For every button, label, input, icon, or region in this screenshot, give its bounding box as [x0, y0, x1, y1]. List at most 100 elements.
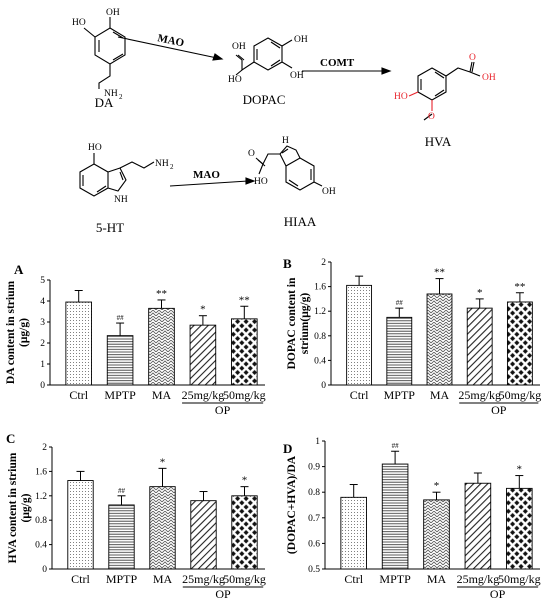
- y-axis-label-line: DA content in strium: [5, 280, 17, 384]
- x-tick-label: MA: [152, 388, 172, 402]
- svg-text:HO: HO: [88, 143, 102, 153]
- panel-c: C 0 0.4 0.8 1.2 1.6 2 HVA content in strium(μg/…: [0, 427, 275, 607]
- bar: [423, 499, 450, 570]
- chart-d: D 0.5 0.6 0.7 0.8 0.9 1 (DOPAC+HVA)/DA Ctrl ## MPT…: [283, 437, 541, 601]
- bar: [231, 318, 258, 386]
- y-tick-label: 0.4: [314, 356, 326, 366]
- y-tick-label: 0.5: [308, 565, 320, 575]
- y-axis-label-line: DOPAC content in: [286, 277, 298, 369]
- y-tick-label: 1.6: [35, 467, 47, 477]
- svg-text:OH: OH: [482, 73, 496, 83]
- compound-hva: HVA: [425, 134, 452, 149]
- x-tick-label: MA: [430, 388, 450, 402]
- x-tick-label: 50mg/kg: [499, 388, 542, 402]
- significance-mark: *: [517, 464, 523, 476]
- svg-text:OH: OH: [294, 35, 308, 45]
- hiaa-ring: [285, 157, 315, 191]
- significance-mark: **: [514, 281, 525, 293]
- x-tick-label: MPTP: [106, 572, 138, 586]
- x-tick-label: MPTP: [384, 388, 416, 402]
- y-tick-label: 0: [42, 565, 47, 575]
- bar: [386, 316, 413, 386]
- svg-text:O: O: [469, 53, 476, 63]
- bar: [67, 480, 94, 570]
- svg-text:OH: OH: [322, 187, 336, 197]
- dopac-ring: [253, 37, 283, 71]
- y-tick-label: 0.7: [308, 514, 320, 524]
- svg-text:OH: OH: [232, 42, 246, 52]
- significance-mark: *: [434, 480, 440, 492]
- significance-mark: ##: [117, 314, 125, 322]
- y-tick-label: 1.6: [314, 283, 326, 293]
- y-tick-label: 0.9: [308, 463, 320, 473]
- bar: [466, 307, 493, 386]
- x-tick-label: 25mg/kg: [182, 572, 225, 586]
- significance-mark: ##: [118, 487, 126, 495]
- compound-dopac: DOPAC: [243, 92, 286, 107]
- significance-mark: *: [200, 304, 206, 316]
- svg-text:H: H: [282, 136, 289, 146]
- bar: [340, 496, 367, 570]
- y-axis-label-line: strium(μg/g): [299, 293, 311, 355]
- bar: [190, 500, 217, 570]
- bar: [464, 482, 492, 570]
- x-tick-label: 25mg/kg: [182, 388, 225, 402]
- svg-text:HO: HO: [228, 75, 242, 85]
- chart-a: A 0 1 2 3 4 5 DA content in strium(μg/g) Ctrl ## M…: [5, 262, 266, 417]
- y-tick-label: 2: [40, 339, 45, 349]
- x-tick-label: Ctrl: [344, 572, 363, 586]
- bar: [108, 504, 135, 570]
- enzyme-comt: COMT: [320, 57, 355, 69]
- svg-text:2: 2: [119, 93, 123, 101]
- significance-mark: ##: [392, 442, 400, 450]
- bar: [106, 335, 134, 386]
- y-tick-label: 4: [40, 297, 45, 307]
- y-axis-label: DA content in strium(μg/g): [5, 280, 30, 384]
- svg-text:HO: HO: [254, 177, 268, 187]
- y-axis-label: DOPAC content instrium(μg/g): [286, 277, 311, 369]
- y-tick-label: 0.8: [314, 332, 326, 342]
- panel-b: B 0 0.4 0.8 1.2 1.6 2 DOPAC content instrium(μg…: [275, 250, 550, 422]
- bar: [189, 324, 217, 386]
- y-tick-label: 2: [42, 443, 47, 453]
- x-tick-label: MA: [153, 572, 173, 586]
- panel-letter: A: [14, 262, 24, 277]
- y-tick-label: 0: [321, 381, 326, 391]
- bar: [148, 307, 175, 386]
- significance-mark: **: [434, 267, 445, 279]
- svg-text:NH: NH: [114, 195, 128, 205]
- significance-mark: **: [239, 294, 250, 306]
- group-label: OP: [215, 403, 231, 417]
- bar: [231, 495, 258, 570]
- y-tick-label: 3: [40, 318, 45, 328]
- bar: [426, 293, 453, 386]
- compound-hiaa: HIAA: [284, 214, 317, 229]
- y-tick-label: 1.2: [314, 307, 326, 317]
- metabolism-scheme: HO OH NH 2 OH HO OH OH O OH HO O HO NH N…: [72, 8, 496, 235]
- x-tick-label: MPTP: [379, 572, 411, 586]
- y-tick-label: 1: [315, 437, 320, 447]
- x-tick-label: 50mg/kg: [223, 388, 266, 402]
- x-tick-label: 25mg/kg: [458, 388, 501, 402]
- x-tick-label: 50mg/kg: [223, 572, 266, 586]
- compound-da: DA: [95, 95, 114, 110]
- y-tick-label: 2: [321, 258, 326, 268]
- da-nh2: NH: [104, 89, 118, 99]
- significance-mark: **: [156, 288, 167, 300]
- bar: [506, 487, 533, 570]
- y-tick-label: 0.8: [308, 488, 320, 498]
- y-tick-label: 0.8: [35, 516, 47, 526]
- x-tick-label: 25mg/kg: [457, 572, 500, 586]
- y-axis-label-line: (μg/g): [20, 493, 32, 522]
- enzyme-mao-2: MAO: [193, 169, 220, 181]
- panel-d: D 0.5 0.6 0.7 0.8 0.9 1 (DOPAC+HVA)/DA Ctrl ## MPT…: [275, 427, 550, 607]
- significance-mark: *: [477, 287, 483, 299]
- x-tick-label: MA: [427, 572, 447, 586]
- significance-mark: *: [160, 456, 166, 468]
- panel-a: A 0 1 2 3 4 5 DA content in strium(μg/g) Ctrl ## M…: [0, 250, 275, 422]
- x-tick-label: Ctrl: [350, 388, 369, 402]
- bar: [149, 486, 176, 570]
- compound-5ht: 5-HT: [96, 220, 124, 235]
- bar: [65, 301, 92, 386]
- y-axis-label: (DOPAC+HVA)/DA: [286, 455, 298, 554]
